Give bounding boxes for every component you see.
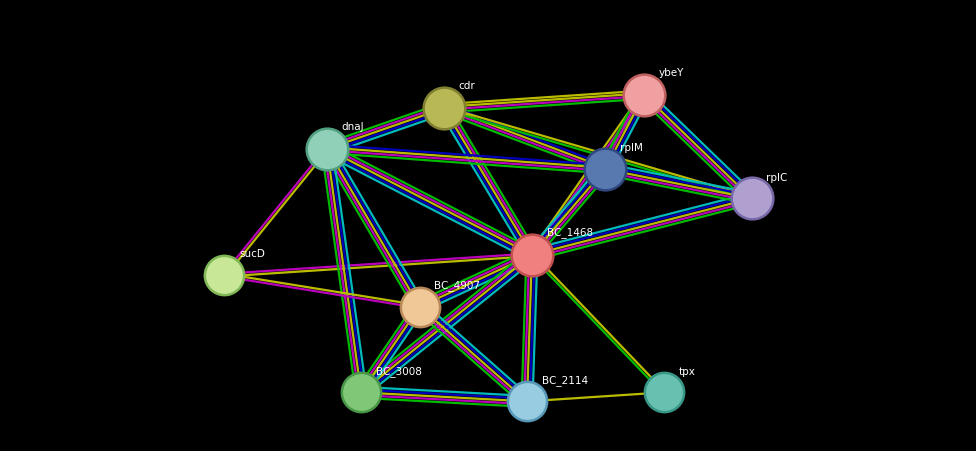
Text: ybeY: ybeY — [659, 68, 684, 78]
Point — [636, 91, 652, 98]
Point — [744, 195, 759, 202]
Text: BC_2114: BC_2114 — [542, 375, 588, 386]
Point — [319, 145, 335, 152]
Point — [353, 389, 369, 396]
Text: rplM: rplM — [620, 143, 642, 153]
Point — [597, 166, 613, 173]
Text: tpx: tpx — [678, 367, 695, 377]
Text: BC_3008: BC_3008 — [376, 366, 422, 377]
Point — [412, 303, 427, 310]
Point — [217, 272, 232, 279]
Text: sucD: sucD — [239, 249, 265, 259]
Text: cdr: cdr — [459, 81, 475, 91]
Text: dnaJ: dnaJ — [342, 122, 364, 132]
Text: rplC: rplC — [766, 173, 788, 183]
Text: BC_4907: BC_4907 — [434, 280, 480, 291]
Point — [436, 105, 452, 112]
Text: BC_1468: BC_1468 — [547, 227, 592, 238]
Point — [656, 389, 671, 396]
Point — [519, 398, 535, 405]
Point — [524, 251, 540, 258]
